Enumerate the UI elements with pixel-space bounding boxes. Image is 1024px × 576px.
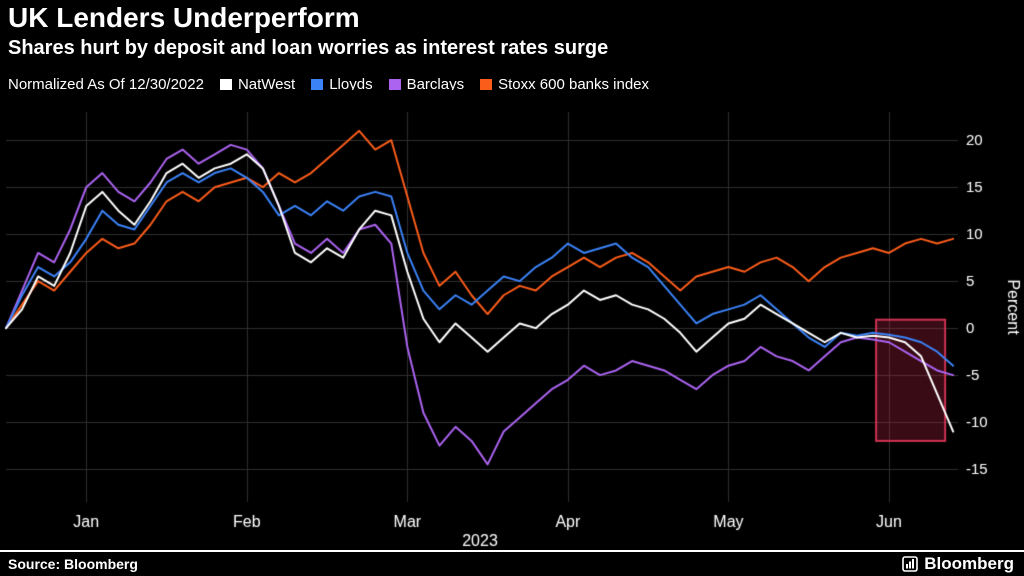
- legend-label-stoxx: Stoxx 600 banks index: [498, 76, 650, 93]
- footer: Source: Bloomberg Bloomberg: [8, 554, 1014, 574]
- footer-divider: [0, 550, 1024, 552]
- chart-legend: Normalized As Of 12/30/2022 NatWest Lloy…: [8, 76, 649, 93]
- legend-normalized-note: Normalized As Of 12/30/2022: [8, 76, 204, 93]
- bloomberg-wordmark: Bloomberg: [924, 554, 1014, 573]
- bloomberg-logo-icon: [902, 556, 919, 572]
- page-subtitle: Shares hurt by deposit and loan worries …: [8, 37, 609, 59]
- barclays-swatch-icon: [388, 78, 401, 91]
- legend-label-barclays: Barclays: [406, 76, 465, 93]
- lloyds-swatch-icon: [311, 78, 324, 91]
- legend-item-barclays: Barclays: [388, 76, 465, 93]
- natwest-swatch-icon: [219, 78, 232, 91]
- source-label: Source: Bloomberg: [8, 556, 138, 572]
- legend-item-natwest: NatWest: [219, 76, 296, 93]
- legend-label-natwest: NatWest: [237, 76, 296, 93]
- legend-label-lloyds: Lloyds: [329, 76, 373, 93]
- page-title: UK Lenders Underperform: [8, 2, 360, 33]
- bloomberg-brand: Bloomberg: [902, 554, 1014, 574]
- legend-item-stoxx: Stoxx 600 banks index: [480, 76, 649, 93]
- line-chart: [0, 90, 1024, 550]
- legend-item-lloyds: Lloyds: [311, 76, 373, 93]
- stoxx-swatch-icon: [480, 78, 493, 91]
